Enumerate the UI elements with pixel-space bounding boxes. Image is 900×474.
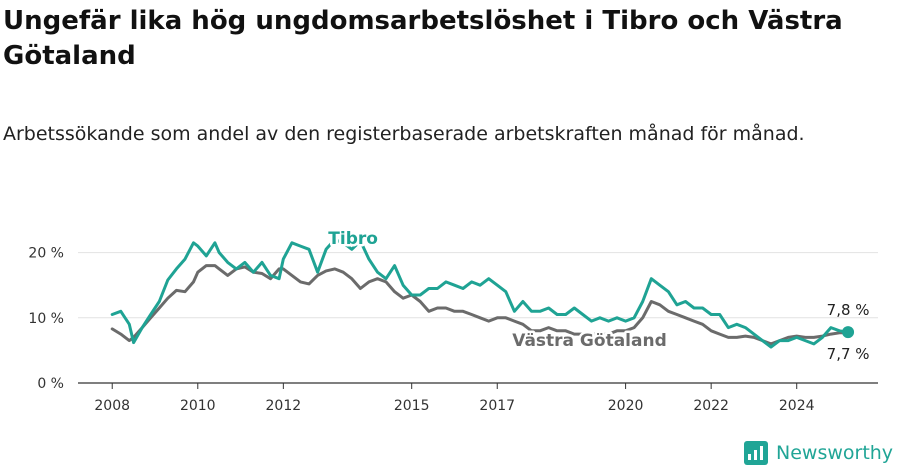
brand-logo: Newsworthy — [744, 441, 893, 465]
series-label-tibro: Tibro — [328, 229, 378, 249]
x-tick-label-2022: 2022 — [693, 398, 729, 414]
series-lines — [110, 238, 855, 349]
series-line-0 — [110, 238, 850, 349]
series-line-1 — [110, 264, 850, 346]
chart-subtitle: Arbetssökande som andel av den registerb… — [3, 123, 805, 145]
x-tick-label-2008: 2008 — [94, 398, 130, 414]
y-tick-label-20: 20 % — [28, 246, 64, 262]
y-tick-label-10: 10 % — [28, 311, 64, 327]
y-axis-ticks: 0 % 10 % 20 % — [28, 246, 64, 392]
series-end-dot — [842, 326, 855, 339]
x-axis: 2008 2010 2012 2015 2017 2020 2022 2024 — [78, 382, 878, 414]
series-label-vastra-gotaland-halo: Västra Götaland — [512, 331, 667, 351]
x-tick-label-2024: 2024 — [779, 398, 815, 414]
chart-title: Ungefär lika hög ungdomsarbetslöshet i T… — [3, 6, 843, 71]
end-label-vastra-gotaland: 7,7 % — [827, 345, 870, 363]
x-tick-label-2012: 2012 — [266, 398, 302, 414]
brand-name: Newsworthy — [776, 442, 894, 464]
bar-chart-logo-icon — [744, 441, 768, 465]
x-tick-label-2020: 2020 — [608, 398, 644, 414]
x-tick-label-2017: 2017 — [479, 398, 515, 414]
y-tick-label-0: 0 % — [37, 376, 64, 392]
end-label-tibro: 7,8 % — [827, 301, 870, 319]
x-tick-label-2010: 2010 — [180, 398, 216, 414]
series-label-tibro-halo: Tibro — [328, 229, 378, 249]
x-tick-label-2015: 2015 — [394, 398, 430, 414]
series-label-vastra-gotaland: Västra Götaland — [512, 331, 667, 351]
line-chart: 0 % 10 % 20 % 2008 2010 2012 2015 2017 2020 2022… — [28, 227, 878, 414]
